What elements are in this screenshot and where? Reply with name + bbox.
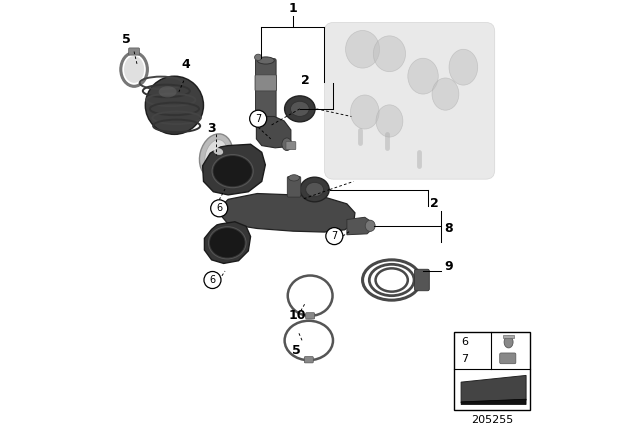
Ellipse shape — [300, 177, 329, 202]
Text: 7: 7 — [332, 231, 337, 241]
Ellipse shape — [504, 336, 513, 348]
Ellipse shape — [376, 105, 403, 137]
Ellipse shape — [214, 148, 223, 155]
Polygon shape — [461, 375, 526, 403]
Ellipse shape — [124, 56, 144, 83]
Ellipse shape — [200, 134, 233, 178]
FancyBboxPatch shape — [286, 142, 296, 150]
FancyBboxPatch shape — [305, 357, 314, 363]
Text: 4: 4 — [181, 58, 190, 72]
Bar — [454, 332, 530, 410]
Ellipse shape — [365, 220, 375, 232]
Text: 5: 5 — [292, 344, 301, 357]
Ellipse shape — [351, 95, 379, 129]
Ellipse shape — [145, 76, 204, 134]
Ellipse shape — [209, 228, 245, 258]
Polygon shape — [461, 399, 526, 405]
Circle shape — [250, 110, 267, 127]
FancyBboxPatch shape — [287, 177, 301, 197]
Ellipse shape — [213, 155, 252, 187]
FancyBboxPatch shape — [415, 269, 429, 291]
Text: 205255: 205255 — [471, 415, 513, 425]
Text: 9: 9 — [445, 260, 453, 273]
Text: 2: 2 — [430, 197, 439, 211]
Text: 5: 5 — [122, 33, 131, 46]
Ellipse shape — [432, 78, 459, 110]
Ellipse shape — [255, 54, 262, 60]
Ellipse shape — [205, 140, 227, 172]
Ellipse shape — [282, 138, 292, 151]
Text: 2: 2 — [301, 74, 310, 87]
Polygon shape — [221, 194, 355, 232]
Ellipse shape — [373, 36, 406, 72]
Text: 7: 7 — [461, 353, 468, 364]
Text: 3: 3 — [207, 121, 216, 135]
Text: 7: 7 — [255, 114, 261, 124]
Ellipse shape — [306, 182, 324, 197]
FancyBboxPatch shape — [306, 313, 315, 319]
FancyBboxPatch shape — [324, 22, 495, 179]
Text: 10: 10 — [289, 309, 307, 322]
FancyBboxPatch shape — [255, 75, 276, 91]
Ellipse shape — [257, 57, 275, 64]
Ellipse shape — [291, 101, 309, 116]
Circle shape — [326, 228, 343, 245]
Text: 8: 8 — [445, 222, 453, 235]
Ellipse shape — [449, 49, 477, 85]
Ellipse shape — [289, 175, 300, 181]
Text: 6: 6 — [461, 337, 468, 347]
FancyBboxPatch shape — [255, 59, 276, 121]
Polygon shape — [347, 217, 373, 235]
FancyBboxPatch shape — [129, 48, 140, 55]
Circle shape — [204, 271, 221, 289]
Ellipse shape — [408, 58, 438, 94]
Polygon shape — [204, 222, 251, 263]
FancyBboxPatch shape — [500, 353, 516, 364]
Circle shape — [211, 200, 228, 217]
Text: 6: 6 — [209, 275, 216, 285]
Ellipse shape — [285, 96, 315, 122]
Text: 6: 6 — [216, 203, 222, 213]
Bar — [503, 335, 515, 339]
Text: 1: 1 — [288, 2, 297, 16]
Polygon shape — [203, 144, 266, 195]
Ellipse shape — [159, 86, 177, 98]
Polygon shape — [257, 116, 291, 148]
Ellipse shape — [346, 30, 380, 68]
